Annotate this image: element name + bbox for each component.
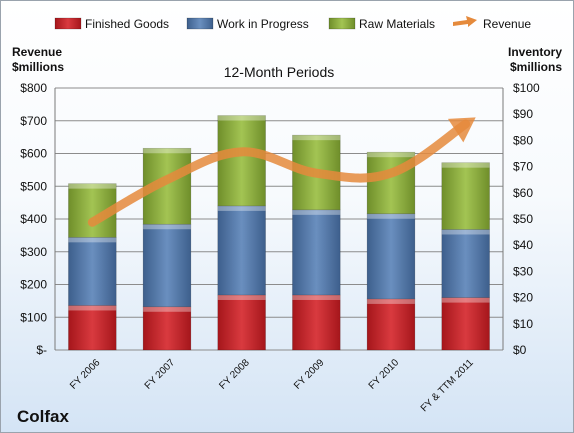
right-tick-label: $0 (513, 343, 527, 357)
right-tick-label: $70 (513, 160, 533, 174)
legend-label: Revenue (483, 17, 531, 31)
bar-finished-goods (292, 294, 341, 351)
x-tick-label: FY 2008 (217, 357, 252, 392)
right-tick-label: $80 (513, 133, 533, 147)
bar-cap-highlight (367, 298, 415, 304)
right-tick-label: $20 (513, 291, 533, 305)
left-tick-label: $800 (20, 81, 47, 95)
left-tick-label: $700 (20, 114, 47, 128)
left-tick-label: $400 (20, 212, 47, 226)
right-tick-label: $90 (513, 107, 533, 121)
bar-cap-highlight (217, 205, 266, 211)
bar-raw-materials (441, 162, 490, 230)
legend-label: Raw Materials (359, 17, 435, 31)
bar-finished-goods (366, 298, 416, 351)
right-tick-label: $100 (513, 81, 540, 95)
right-tick-label: $30 (513, 264, 533, 278)
bar-cap-highlight (367, 213, 415, 219)
right-tick-label: $10 (513, 317, 533, 331)
bar-work-in-progress (68, 237, 117, 306)
bar-finished-goods (217, 294, 266, 351)
legend-label: Work in Progress (217, 17, 309, 31)
bar-cap-highlight (217, 115, 266, 121)
x-tick-label: FY 2007 (143, 357, 178, 392)
revenue-arrowhead (447, 117, 476, 143)
left-tick-label: $200 (20, 278, 47, 292)
bar-cap-highlight (292, 209, 341, 215)
bar-cap-highlight (143, 224, 191, 230)
bar-cap-highlight (68, 237, 117, 243)
bar-finished-goods (441, 297, 490, 351)
right-tick-label: $40 (513, 238, 533, 252)
bar-cap-highlight (367, 152, 415, 158)
bar-cap-highlight (441, 297, 490, 303)
bar-finished-goods (142, 306, 192, 351)
bar-cap-highlight (68, 305, 117, 311)
legend-arrow-icon (453, 16, 477, 27)
bar-cap-highlight (217, 294, 266, 300)
revenue-line-path (87, 119, 471, 227)
right-axis-title-line1: Inventory (508, 45, 562, 59)
left-axis-ticks: $- $100 $200 $300 $400 $500 $600 $700 $800 (20, 81, 47, 357)
legend: Finished Goods Work in Progress Raw Materi… (54, 16, 531, 31)
chart-subtitle: 12-Month Periods (224, 64, 335, 80)
bar-work-in-progress (292, 209, 341, 296)
bar-finished-goods (68, 305, 117, 351)
bar-cap-highlight (68, 183, 117, 189)
right-axis-ticks: $0 $10 $20 $30 $40 $50 $60 $70 $80 $90 $100 (513, 81, 540, 357)
bar-raw-materials (217, 115, 266, 207)
x-tick-label: FY 2009 (292, 357, 327, 392)
right-axis-title-line2: $millions (510, 60, 562, 74)
left-tick-label: $- (36, 343, 47, 357)
x-tick-label: FY & TTM 2011 (419, 357, 476, 414)
left-tick-label: $100 (20, 310, 47, 324)
x-tick-label: FY 2010 (367, 357, 402, 392)
right-tick-label: $50 (513, 212, 533, 226)
left-tick-label: $500 (20, 179, 47, 193)
bar-cap-highlight (441, 229, 490, 235)
legend-swatch-finished-goods (54, 17, 82, 30)
legend-swatch-work-in-progress (186, 17, 214, 30)
right-tick-label: $60 (513, 186, 533, 200)
bar-cap-highlight (143, 148, 191, 154)
bar-work-in-progress (142, 223, 192, 308)
bar-cap-highlight (143, 306, 191, 312)
bar-cap-highlight (292, 135, 341, 141)
bar-work-in-progress (441, 229, 490, 298)
bar-cap-highlight (292, 294, 341, 300)
revenue-line (87, 117, 476, 227)
bar-work-in-progress (217, 205, 266, 296)
bar-cap-highlight (441, 162, 490, 168)
company-name: Colfax (17, 407, 70, 426)
left-axis-title-line1: Revenue (12, 45, 62, 59)
x-axis-ticks: FY 2006 FY 2007 FY 2008 FY 2009 FY 2010 FY & … (68, 357, 476, 414)
x-tick-label: FY 2006 (68, 357, 103, 392)
legend-label: Finished Goods (85, 17, 169, 31)
bar-work-in-progress (366, 213, 416, 300)
left-tick-label: $600 (20, 147, 47, 161)
legend-swatch-raw-materials (328, 17, 356, 30)
plot-area (54, 87, 504, 351)
gridlines (54, 87, 504, 351)
left-axis-title-line2: $millions (12, 60, 64, 74)
left-tick-label: $300 (20, 245, 47, 259)
